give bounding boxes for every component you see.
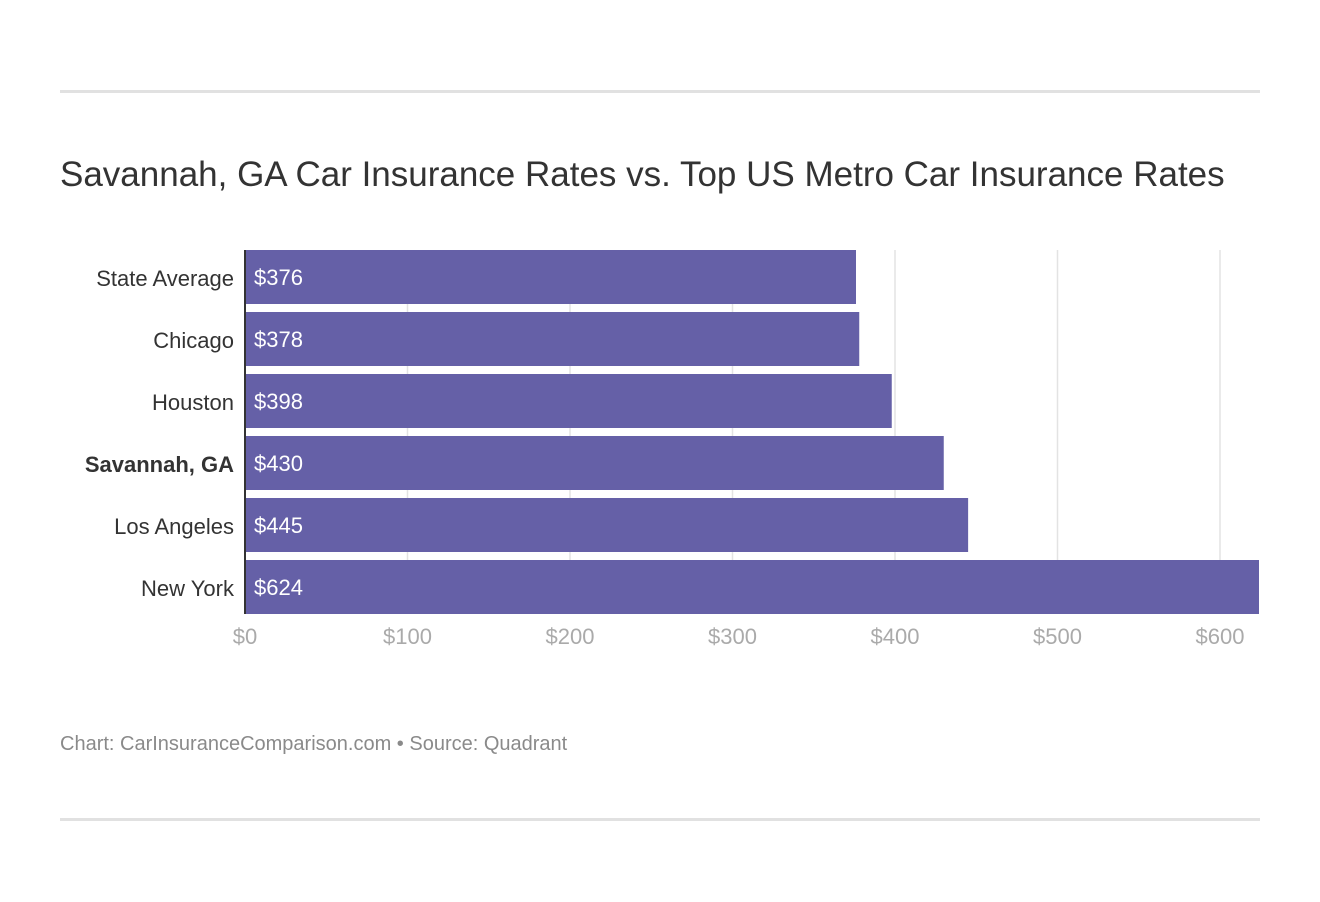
bar	[245, 250, 856, 304]
data-label: $430	[254, 451, 303, 476]
x-tick-label: $300	[708, 624, 757, 649]
bar	[245, 312, 860, 366]
x-tick-label: $200	[546, 624, 595, 649]
category-label: Chicago	[153, 328, 234, 353]
x-tick-label: $600	[1196, 624, 1245, 649]
category-label: Houston	[152, 390, 234, 415]
x-tick-label: $0	[233, 624, 257, 649]
category-label: Savannah, GA	[85, 452, 234, 477]
category-label: New York	[141, 576, 235, 601]
data-label: $624	[254, 575, 303, 600]
x-tick-label: $100	[383, 624, 432, 649]
x-tick-label: $500	[1033, 624, 1082, 649]
data-label: $445	[254, 513, 303, 538]
chart-footer: Chart: CarInsuranceComparison.com • Sour…	[60, 733, 568, 755]
bar-chart: $0 $100 $200 $300 $400 $500 $600 $376 State Aver…	[85, 250, 1259, 649]
x-tick-label: $400	[871, 624, 920, 649]
category-label: State Average	[96, 266, 234, 291]
bar	[245, 436, 944, 490]
data-label: $398	[254, 389, 303, 414]
category-label: Los Angeles	[114, 514, 234, 539]
bar	[245, 374, 892, 428]
top-divider	[60, 90, 1260, 93]
bar	[245, 560, 1259, 614]
data-label: $376	[254, 265, 303, 290]
bottom-divider	[60, 818, 1260, 821]
chart-title: Savannah, GA Car Insurance Rates vs. Top…	[60, 155, 1225, 194]
bar	[245, 498, 969, 552]
data-label: $378	[254, 327, 303, 352]
